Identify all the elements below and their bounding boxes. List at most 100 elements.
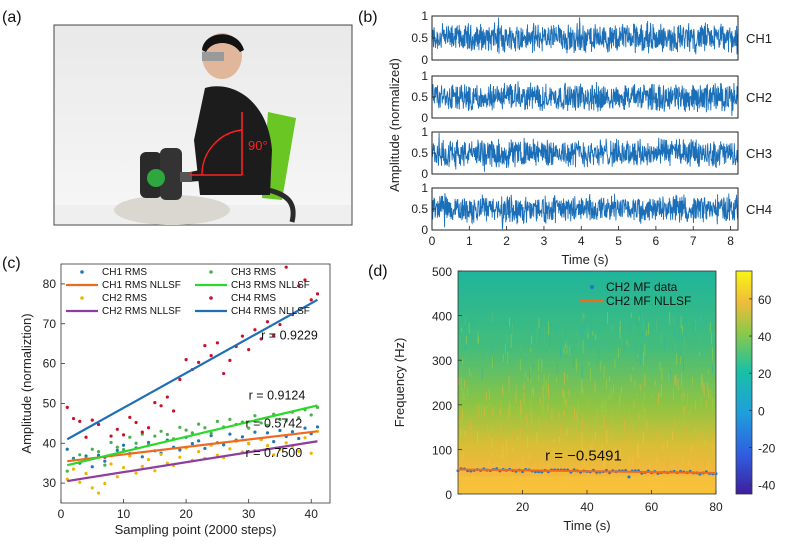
angle-label: 90° xyxy=(248,138,268,153)
rms-fit-line-2 xyxy=(67,440,318,483)
emg-channel-2: 0 0.5 1 CH2 xyxy=(411,69,772,125)
emg-trace-ch1 xyxy=(431,17,739,55)
rms-point xyxy=(184,428,188,432)
emg-xtick-label: 6 xyxy=(653,234,660,248)
emg-xtick-label: 2 xyxy=(503,234,510,248)
rms-point xyxy=(128,415,132,419)
rms-fit-line-3 xyxy=(67,404,318,467)
rms-point xyxy=(115,445,119,449)
rms-point xyxy=(109,434,113,438)
emg-xtick-label: 3 xyxy=(541,234,548,248)
angle-arc xyxy=(201,129,243,176)
legend-entry-label: CH3 RMS xyxy=(231,267,276,278)
rms-point xyxy=(297,284,301,288)
legend-marker-dot xyxy=(80,270,84,274)
rms-point xyxy=(290,430,295,434)
rms-point xyxy=(315,292,320,296)
rms-point xyxy=(65,469,69,473)
rms-point xyxy=(247,442,251,446)
spectrogram-xtick-label: 80 xyxy=(709,500,723,514)
rms-ytick-label: 30 xyxy=(43,476,57,490)
emg-ytick-label: 1 xyxy=(421,125,428,139)
rms-point xyxy=(297,449,301,453)
rms-point xyxy=(78,453,82,457)
colorbar-tick-label: 40 xyxy=(758,330,772,344)
spectrogram-legend-label: CH2 MF NLLSF xyxy=(606,294,691,308)
rms-xtick-label: 0 xyxy=(58,507,65,521)
rms-point xyxy=(159,452,163,457)
rms-point xyxy=(228,432,232,436)
rms-correlation-label: r = 0.5742 xyxy=(246,416,303,430)
person-hair xyxy=(202,34,244,52)
rms-point xyxy=(247,426,251,430)
colorbar xyxy=(735,270,753,495)
rms-point xyxy=(109,440,113,445)
rms-point xyxy=(209,354,213,358)
rms-point xyxy=(184,358,188,362)
emg-xtick-label: 7 xyxy=(690,234,697,248)
emg-ytick-label: 0.5 xyxy=(411,202,428,216)
rms-point xyxy=(140,430,144,434)
spectrogram-correlation-label: r = −0.5491 xyxy=(545,448,622,465)
emg-ytick-label: 1 xyxy=(421,69,428,83)
rms-ytick-label: 80 xyxy=(43,277,57,291)
rms-ytick-label: 50 xyxy=(43,396,57,410)
rms-scatter-panel: 0 10 20 30 40 30 40 50 60 70 80 CH1 RMS CH3 RMS CH1 … xyxy=(19,263,331,537)
rms-point xyxy=(90,465,94,469)
spectrogram-x-axis-label: Time (s) xyxy=(563,518,610,533)
rms-point xyxy=(222,443,226,447)
emg-ytick-label: 0 xyxy=(421,111,428,125)
rms-ytick-label: 60 xyxy=(43,357,57,371)
rms-point xyxy=(203,446,207,451)
rms-point xyxy=(71,467,76,471)
rms-point xyxy=(78,419,82,423)
legend-marker-dot xyxy=(209,270,213,274)
spectrogram-legend-dot xyxy=(590,285,594,289)
rms-point xyxy=(309,298,313,302)
spectrogram-ytick-label: 100 xyxy=(432,443,452,457)
rms-fit-line-4 xyxy=(66,298,319,441)
rms-point xyxy=(240,435,245,439)
rms-point xyxy=(272,453,276,457)
rms-point xyxy=(228,417,232,421)
spectrogram-ytick-label: 500 xyxy=(432,265,452,279)
rms-point xyxy=(96,450,101,454)
rms-point xyxy=(165,432,169,437)
rms-point xyxy=(96,422,101,427)
rms-point xyxy=(253,414,257,418)
rms-point xyxy=(121,465,126,470)
rms-point xyxy=(134,420,138,425)
rms-point xyxy=(315,425,320,429)
emg-xtick-label: 0 xyxy=(429,234,436,248)
rms-point xyxy=(115,475,119,479)
spectrogram-low-band xyxy=(458,476,716,494)
rms-point xyxy=(303,426,307,430)
colorbar-tick-label: 0 xyxy=(758,404,765,418)
rms-point xyxy=(78,480,82,484)
emg-channel-1: 0 0.5 1 CH1 xyxy=(411,9,772,67)
rms-point xyxy=(284,419,288,423)
rms-point xyxy=(265,320,270,324)
rms-point xyxy=(303,278,307,282)
rms-ytick-label: 40 xyxy=(43,436,57,450)
legend-entry-label: CH2 RMS NLLSF xyxy=(102,306,181,317)
rms-point xyxy=(172,409,176,413)
rms-point xyxy=(278,322,282,327)
rms-point xyxy=(265,444,270,448)
rms-point xyxy=(128,454,132,458)
legend-entry-label: CH1 RMS xyxy=(102,267,147,278)
rms-point xyxy=(278,417,282,421)
emg-ytick-label: 0.5 xyxy=(411,90,428,104)
rms-point xyxy=(178,448,182,452)
rms-point xyxy=(297,436,301,441)
rms-point xyxy=(65,447,69,451)
rms-point xyxy=(84,435,88,439)
rms-point xyxy=(103,463,107,467)
face-blur xyxy=(202,52,224,61)
spectrogram-xtick-label: 40 xyxy=(580,500,594,514)
emg-xtick-label: 4 xyxy=(578,234,585,248)
emg-channel-label: CH1 xyxy=(746,31,772,46)
photo-panel: 90° xyxy=(53,24,353,226)
spectrogram-xtick-label: 20 xyxy=(516,500,530,514)
